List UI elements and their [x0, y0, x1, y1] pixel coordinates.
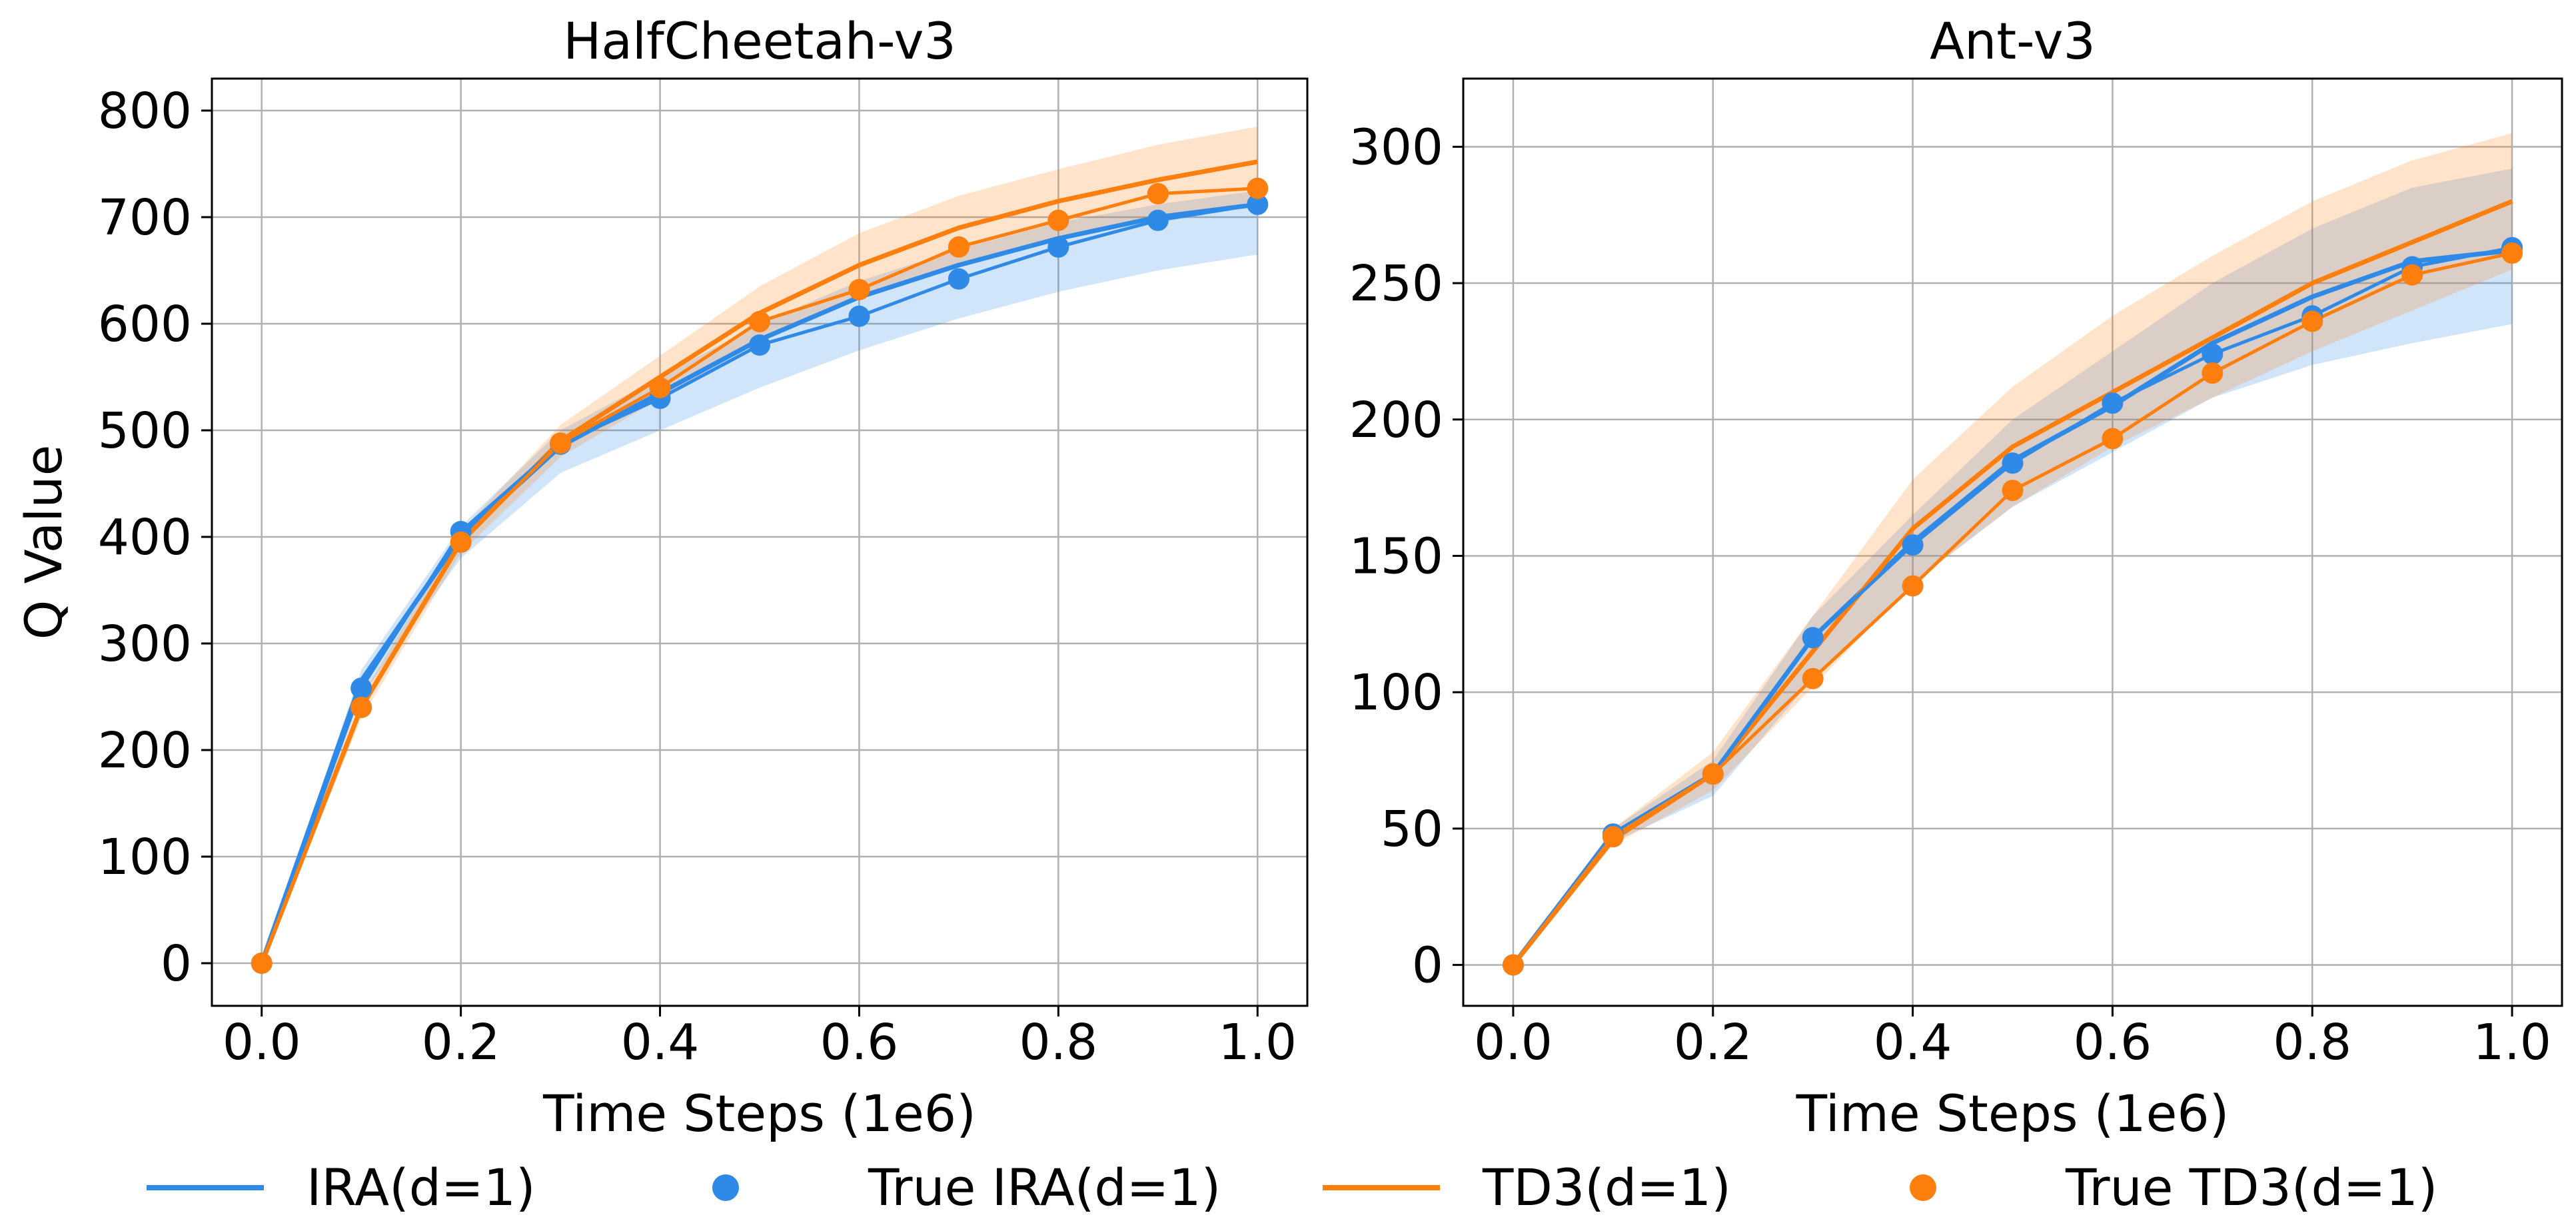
true-value-line: [1511, 251, 2513, 967]
y-tick-label: 700: [98, 189, 192, 246]
data-point: [1702, 763, 1724, 785]
series-line: [259, 159, 1258, 965]
chart-title: Ant-v3: [1930, 11, 2096, 71]
x-axis-label: Time Steps (1e6): [542, 1084, 976, 1143]
data-point: [550, 432, 572, 454]
y-tick-label: 500: [98, 402, 192, 460]
data-point: [1047, 209, 1069, 231]
data-point: [1247, 177, 1269, 199]
data-point: [2401, 264, 2423, 286]
data-point: [948, 236, 969, 258]
series-line: [1511, 248, 2513, 967]
true-value-line: [1511, 246, 2513, 967]
data-point: [2102, 428, 2124, 450]
legend-dot-swatch: [712, 1174, 739, 1201]
data-point: [2102, 392, 2124, 414]
data-point: [749, 310, 770, 332]
x-tick-label: 0.2: [1674, 1014, 1752, 1071]
data-point: [1502, 954, 1524, 976]
data-point: [350, 677, 372, 699]
data-point: [1902, 534, 1924, 556]
y-tick-label: 100: [98, 829, 192, 886]
legend-label: True IRA(d=1): [868, 1158, 1221, 1217]
y-tick-label: 300: [1349, 119, 1443, 176]
plot-area: [259, 127, 1258, 965]
legend-label: TD3(d=1): [1482, 1158, 1731, 1217]
x-axis-label: Time Steps (1e6): [1796, 1084, 2230, 1143]
data-point: [649, 377, 671, 398]
data-point: [2202, 362, 2224, 384]
confidence-band: [1513, 169, 2513, 965]
chart-title: HalfCheetah-v3: [563, 11, 956, 71]
data-point: [251, 953, 273, 974]
x-tick-label: 0.0: [223, 1014, 301, 1071]
data-point: [350, 697, 372, 718]
data-point: [848, 305, 870, 327]
data-point: [2002, 452, 2024, 474]
y-tick-label: 0: [1412, 937, 1443, 995]
x-tick-label: 1.0: [2473, 1014, 2551, 1071]
legend: IRA(d=1) True IRA(d=1) TD3(d=1) True TD3(d=…: [147, 1158, 2437, 1217]
x-tick-label: 0.6: [820, 1014, 899, 1071]
legend-label: True TD3(d=1): [2065, 1158, 2437, 1217]
y-tick-label: 200: [98, 722, 192, 779]
data-point: [848, 278, 870, 300]
axes-frame: [1462, 77, 2563, 1007]
x-tick-label: 0.8: [2273, 1014, 2351, 1071]
chart-panel-1: 0.0 0.2 0.4 0.6 0.8 1.0 0 100 200 300 400 500 600 700…: [14, 11, 1309, 1143]
data-point: [2002, 480, 2024, 502]
data-point: [1047, 236, 1069, 258]
data-point: [2301, 310, 2323, 332]
data-point: [1602, 826, 1624, 848]
legend-dot-swatch: [1910, 1174, 1936, 1201]
y-tick-label: 400: [98, 509, 192, 566]
y-tick-label: 300: [98, 615, 192, 673]
y-axis-label: Q Value: [14, 445, 73, 640]
data-point: [1147, 183, 1169, 204]
legend-label: IRA(d=1): [307, 1158, 536, 1217]
axes-frame: [211, 77, 1309, 1007]
y-tick-label: 100: [1349, 664, 1443, 721]
data-point: [450, 532, 472, 553]
x-tick-label: 0.6: [2074, 1014, 2152, 1071]
x-tick-label: 0.4: [1874, 1014, 1952, 1071]
x-tick-label: 0.8: [1019, 1014, 1098, 1071]
data-point: [1147, 209, 1169, 231]
y-tick-label: 50: [1381, 801, 1443, 858]
data-point: [948, 268, 969, 290]
data-point: [2202, 343, 2224, 365]
data-point: [749, 334, 770, 356]
data-point: [1902, 575, 1924, 597]
data-point: [2501, 242, 2523, 264]
data-point: [1247, 193, 1269, 215]
data-point: [1802, 627, 1824, 649]
confidence-band: [1513, 133, 2513, 965]
y-tick-label: 250: [1349, 255, 1443, 312]
x-tick-label: 0.4: [621, 1014, 700, 1071]
y-tick-label: 600: [98, 296, 192, 353]
x-tick-label: 0.2: [422, 1014, 500, 1071]
y-tick-label: 0: [161, 935, 192, 993]
plot-area: [1511, 133, 2513, 967]
x-tick-label: 1.0: [1218, 1014, 1297, 1071]
y-tick-label: 800: [98, 83, 192, 140]
data-point: [1802, 667, 1824, 689]
chart-panel-2: 0.0 0.2 0.4 0.6 0.8 1.0 0 50 100 150 200 250 300 Ant-…: [1349, 11, 2563, 1143]
y-tick-label: 150: [1349, 528, 1443, 585]
y-tick-label: 200: [1349, 392, 1443, 449]
x-tick-label: 0.0: [1474, 1014, 1553, 1071]
